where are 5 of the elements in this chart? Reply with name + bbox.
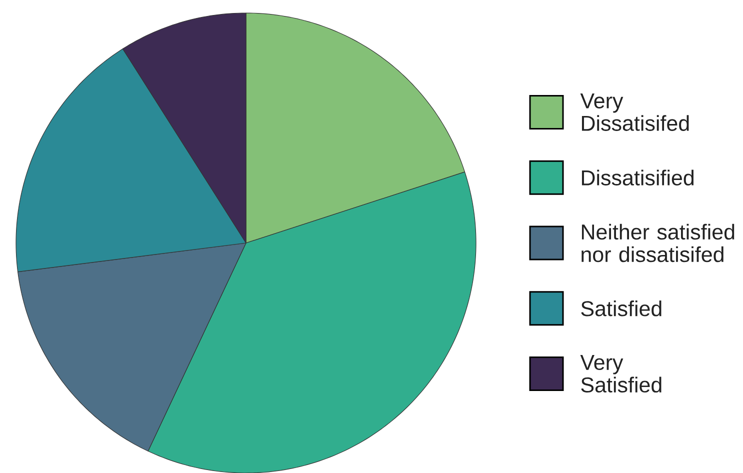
legend-label: Neither satisfied nor dissatisifed: [582, 224, 734, 262]
legend-label: Satisfied: [581, 300, 662, 316]
legend-label: Dissatisified: [582, 170, 694, 186]
legend-label: Very Dissatisifed: [580, 93, 689, 131]
legend-label: Very Satisfied: [580, 355, 662, 393]
